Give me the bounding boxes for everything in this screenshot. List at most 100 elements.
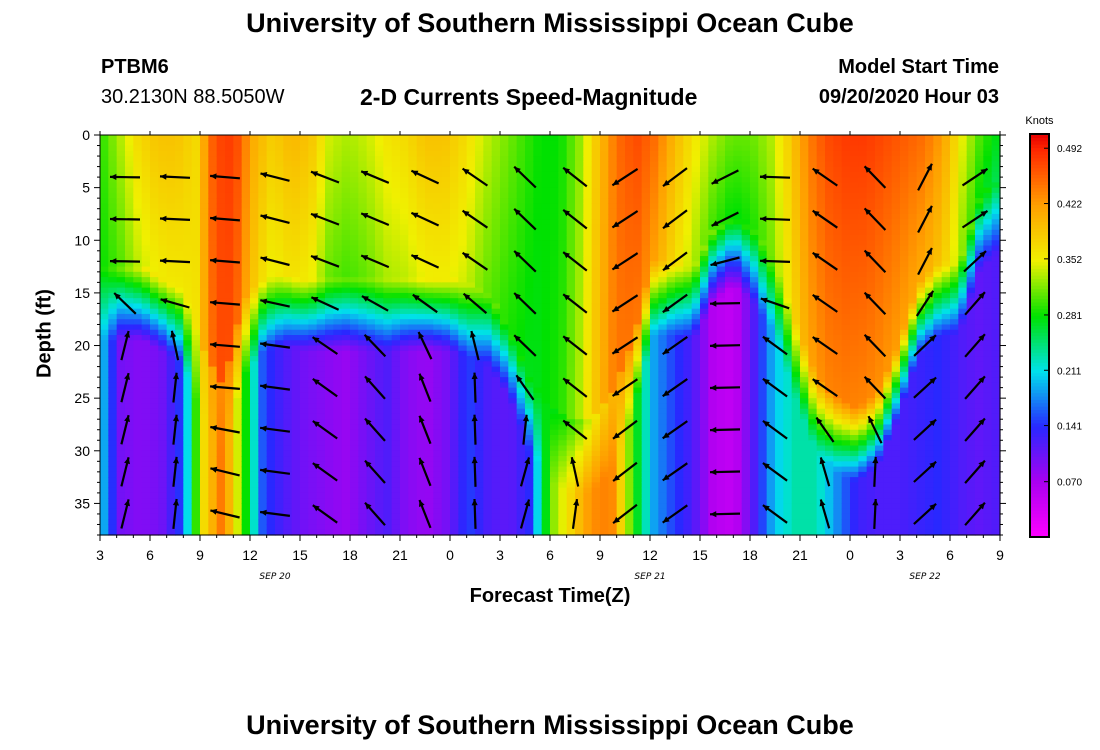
heatmap-cell [416,366,426,373]
heatmap-cell [500,187,509,194]
heatmap-cell [158,408,168,415]
heatmap-cell [600,403,609,410]
heatmap-cell [200,140,209,147]
heatmap-cell [308,313,318,320]
heatmap-cell [491,182,501,189]
heatmap-cell [291,224,301,231]
heatmap-cell [591,366,601,373]
heatmap-cell [241,413,251,420]
heatmap-cell [525,140,534,147]
heatmap-cell [316,245,326,252]
heatmap-cell [233,392,243,399]
heatmap-cell [316,513,326,520]
heatmap-cell [183,324,193,331]
heatmap-cell [350,145,359,152]
heatmap-cell [333,308,343,315]
heatmap-cell [433,235,443,241]
heatmap-cell [250,219,259,226]
heatmap-cell [341,213,351,220]
heatmap-cell [191,398,201,405]
heatmap-cell [458,177,468,183]
heatmap-cell [100,166,109,173]
heatmap-cell [558,419,568,426]
heatmap-cell [641,329,651,336]
heatmap-cell [358,250,368,257]
heatmap-cell [541,277,551,283]
heatmap-cell [133,192,143,199]
heatmap-cell [608,177,618,183]
station-id: PTBM6 [101,56,169,78]
heatmap-cell [250,508,259,515]
heatmap-cell [391,429,401,436]
heatmap-cell [133,403,143,410]
heatmap-cell [566,308,576,315]
heatmap-cell [216,292,226,299]
heatmap-cell [400,377,409,383]
heatmap-cell [200,166,209,173]
heatmap-cell [625,445,634,452]
heatmap-cell [283,208,293,215]
heatmap-cell [291,445,301,452]
heatmap-cell [233,324,243,331]
heatmap-cell [175,429,184,436]
heatmap-cell [275,356,284,362]
heatmap-cell [291,477,301,483]
heatmap-cell [433,203,443,210]
heatmap-cell [391,292,401,299]
heatmap-cell [125,177,134,183]
heatmap-cell [391,487,401,494]
heatmap-cell [550,135,559,141]
heatmap-cell [283,366,293,373]
heatmap-cell [475,208,484,215]
heatmap-cell [250,135,259,141]
heatmap-cell [575,324,584,331]
heatmap-cell [250,203,259,210]
heatmap-cell [308,398,318,405]
heatmap-cell [100,192,109,199]
heatmap-cell [608,166,618,173]
heatmap-cell [391,419,401,426]
heatmap-cell [283,135,293,141]
heatmap-cell [100,513,109,520]
heatmap-cell [625,413,634,420]
heatmap-cell [350,287,359,294]
heatmap-cell [408,177,418,183]
heatmap-cell [225,208,234,215]
heatmap-cell [166,261,176,268]
heatmap-cell [466,456,476,462]
heatmap-cell [291,371,301,378]
heatmap-cell [183,482,193,489]
heatmap-cell [133,513,143,520]
heatmap-cell [458,150,468,157]
heatmap-cell [533,135,543,141]
heatmap-cell [541,135,551,141]
heatmap-cell [450,466,459,473]
heatmap-cell [416,313,426,320]
heatmap-cell [241,345,251,352]
heatmap-cell [250,208,259,215]
heatmap-cell [141,508,151,515]
heatmap-cell [500,319,509,326]
heatmap-cell [383,450,393,457]
heatmap-cell [583,261,593,268]
heatmap-cell [525,450,534,457]
heatmap-cell [166,298,176,305]
heatmap-cell [316,182,326,189]
heatmap-cell [475,150,484,157]
heatmap-cell [525,150,534,157]
heatmap-cell [441,371,451,378]
heatmap-cell [450,471,459,478]
heatmap-cell [308,161,318,168]
heatmap-cell [316,292,326,299]
heatmap-cell [208,145,218,152]
heatmap-cell [158,135,168,141]
heatmap-cell [541,145,551,152]
heatmap-cell [225,387,234,394]
heatmap-cell [150,287,159,294]
heatmap-cell [566,177,576,183]
heatmap-cell [350,487,359,494]
heatmap-cell [316,398,326,405]
heatmap-cell [100,477,109,483]
heatmap-cell [375,282,384,289]
heatmap-cell [366,261,376,268]
